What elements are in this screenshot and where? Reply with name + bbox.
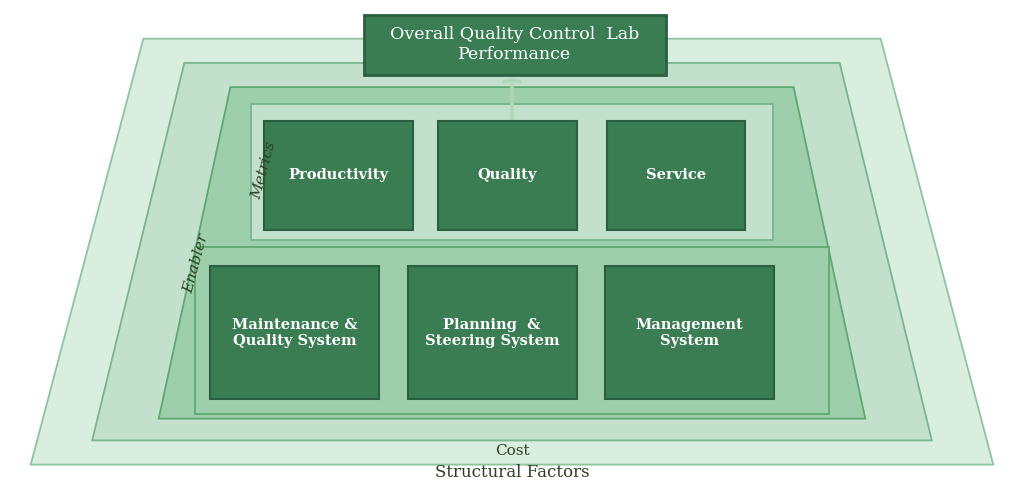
Polygon shape — [92, 63, 932, 440]
Text: Management
System: Management System — [636, 318, 743, 348]
Polygon shape — [195, 247, 829, 414]
FancyBboxPatch shape — [264, 121, 413, 230]
FancyBboxPatch shape — [605, 266, 774, 399]
FancyBboxPatch shape — [607, 121, 745, 230]
Text: Metrics: Metrics — [250, 140, 279, 201]
FancyBboxPatch shape — [364, 15, 666, 75]
Text: Structural Factors: Structural Factors — [434, 464, 590, 481]
FancyBboxPatch shape — [438, 121, 577, 230]
Text: Planning  &
Steering System: Planning & Steering System — [425, 318, 559, 348]
Polygon shape — [31, 39, 993, 465]
Polygon shape — [251, 104, 773, 240]
Text: Maintenance &
Quality System: Maintenance & Quality System — [231, 318, 357, 348]
Text: Cost: Cost — [495, 444, 529, 458]
FancyBboxPatch shape — [210, 266, 379, 399]
Text: Service: Service — [646, 168, 707, 182]
Text: Quality: Quality — [478, 168, 537, 182]
Text: Overall Quality Control  Lab
Performance: Overall Quality Control Lab Performance — [390, 27, 639, 63]
Polygon shape — [159, 87, 865, 419]
FancyBboxPatch shape — [408, 266, 577, 399]
Text: Enabler: Enabler — [182, 232, 211, 295]
Text: Productivity: Productivity — [289, 168, 388, 182]
